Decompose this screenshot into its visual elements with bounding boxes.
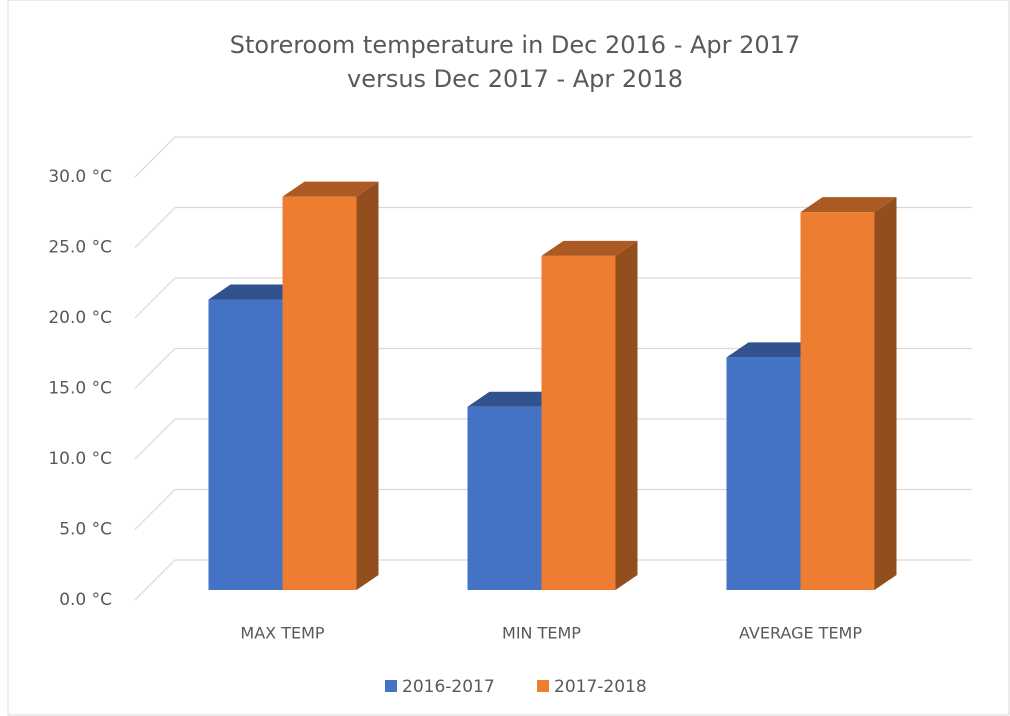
y-tick-label: 20.0 °C: [48, 308, 112, 328]
bar-top: [726, 342, 823, 358]
grid-line: [134, 206, 972, 248]
x-tick-label: MIN TEMP: [502, 624, 581, 643]
grid-line: [134, 418, 972, 460]
x-tick-label: MAX TEMP: [240, 624, 324, 643]
grid-line: [134, 136, 972, 178]
bar-top: [541, 240, 638, 256]
bar-top: [800, 197, 897, 213]
y-tick-label: 10.0 °C: [48, 449, 112, 469]
bar-side: [615, 240, 638, 590]
x-tick-label: AVERAGE TEMP: [739, 624, 862, 643]
grid-line: [134, 347, 972, 389]
y-tick-label: 30.0 °C: [48, 167, 112, 187]
bar-top: [467, 391, 564, 407]
grid-line: [134, 277, 972, 319]
bar-top: [282, 181, 379, 197]
bar: [726, 357, 801, 590]
y-tick-label: 15.0 °C: [48, 379, 112, 399]
y-tick-label: 25.0 °C: [48, 238, 112, 258]
bar-side: [356, 181, 379, 591]
grid-line: [134, 488, 972, 530]
legend-label: 2017-2018: [554, 677, 647, 697]
bar: [467, 406, 542, 590]
chart-title: Storeroom temperature in Dec 2016 - Apr …: [230, 31, 800, 59]
bar-side: [874, 197, 897, 590]
legend-swatch: [537, 680, 549, 692]
legend-label: 2016-2017: [402, 677, 495, 697]
grid-line: [134, 559, 972, 601]
legend-swatch: [385, 680, 397, 692]
bar: [541, 255, 616, 590]
chart-title: versus Dec 2017 - Apr 2018: [347, 65, 683, 93]
bar: [208, 299, 283, 590]
bar-top: [208, 284, 305, 300]
bar: [282, 196, 357, 591]
bar: [800, 212, 875, 590]
y-tick-label: 0.0 °C: [59, 590, 112, 610]
y-tick-label: 5.0 °C: [59, 520, 112, 540]
